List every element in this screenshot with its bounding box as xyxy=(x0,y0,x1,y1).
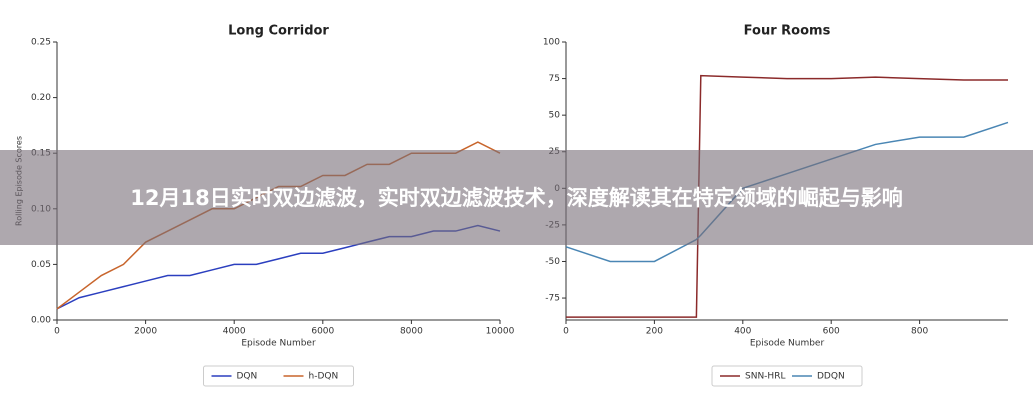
legend-box xyxy=(203,365,354,387)
legend-label: h-DQN xyxy=(309,372,339,382)
legend-box xyxy=(711,365,863,387)
y-tick-label: 0.25 xyxy=(31,38,51,48)
y-tick-label: -50 xyxy=(545,257,560,267)
x-tick-label: 10000 xyxy=(486,327,515,337)
legend-label: SNN-HRL xyxy=(745,372,785,382)
banner: 12月18日实时双边滤波，实时双边滤波技术，深度解读其在特定领域的崛起与影响 xyxy=(0,150,1033,245)
legend-label: DDQN xyxy=(817,372,845,382)
series-line xyxy=(566,74,1008,318)
y-tick-label: 0.05 xyxy=(31,260,51,270)
y-tick-label: 0.20 xyxy=(31,93,51,103)
x-tick-label: 600 xyxy=(823,327,840,337)
y-tick-label: 0.00 xyxy=(31,316,51,326)
x-axis-label: Episode Number xyxy=(750,339,825,349)
banner-title: 12月18日实时双边滤波，实时双边滤波技术，深度解读其在特定领域的崛起与影响 xyxy=(130,185,903,210)
x-tick-label: 800 xyxy=(911,327,928,337)
chart-title: Four Rooms xyxy=(744,24,831,39)
y-tick-label: 75 xyxy=(549,74,560,84)
y-tick-label: -75 xyxy=(545,294,560,304)
x-tick-label: 400 xyxy=(734,327,751,337)
x-axis-label: Episode Number xyxy=(241,339,316,349)
y-tick-label: 100 xyxy=(543,38,560,48)
x-tick-label: 4000 xyxy=(223,327,246,337)
legend-label: DQN xyxy=(237,372,258,382)
chart-title: Long Corridor xyxy=(228,24,329,39)
x-tick-label: 200 xyxy=(646,327,663,337)
x-tick-label: 2000 xyxy=(134,327,157,337)
x-tick-label: 6000 xyxy=(311,327,334,337)
y-tick-label: 50 xyxy=(549,111,561,121)
x-tick-label: 0 xyxy=(563,327,569,337)
x-tick-label: 0 xyxy=(54,327,60,337)
x-tick-label: 8000 xyxy=(400,327,423,337)
